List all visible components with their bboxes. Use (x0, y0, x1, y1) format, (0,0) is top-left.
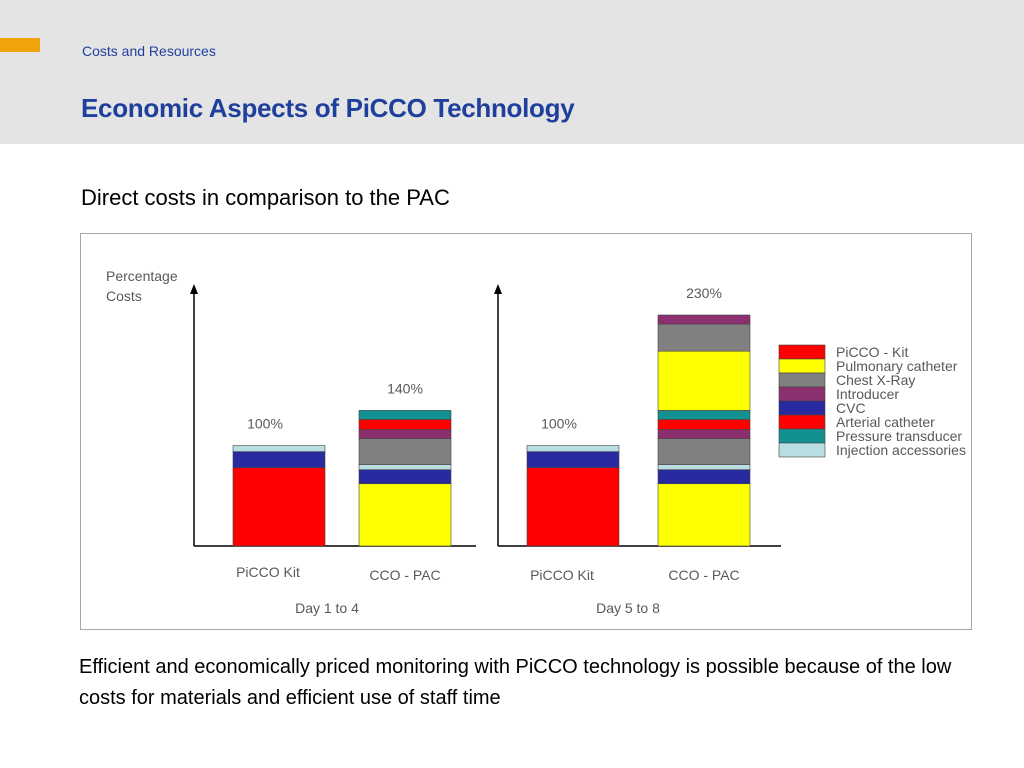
bar-segment (657, 483, 751, 547)
legend-label: CVC (836, 400, 866, 416)
bar-segment (657, 323, 751, 352)
bar-segment (358, 483, 452, 547)
legend-swatch (778, 414, 826, 430)
legend-swatch (778, 358, 826, 374)
legend-label: Introducer (836, 386, 899, 402)
chart-subtitle: Direct costs in comparison to the PAC (81, 185, 450, 210)
bar-segment (526, 467, 620, 547)
bar-segment (657, 464, 751, 470)
bar-segment (657, 410, 751, 420)
legend-label: Pressure transducer (836, 428, 962, 444)
section-label: Costs and Resources (82, 43, 216, 59)
footer-text: Efficient and economically priced monito… (79, 656, 952, 709)
bar-total-label: 140% (387, 380, 423, 396)
header-band: Costs and Resources Economic Aspects of … (0, 0, 1024, 144)
legend-swatch (778, 400, 826, 416)
legend-swatch (778, 386, 826, 402)
bar-segment (657, 419, 751, 430)
legend-swatch (778, 344, 826, 360)
bar-segment (657, 429, 751, 439)
bar-segment (526, 451, 620, 468)
x-tick-label: PiCCO Kit (236, 564, 300, 580)
bar-segment (358, 410, 452, 420)
legend-swatch (778, 442, 826, 458)
legend-swatch (778, 372, 826, 388)
bar-total-label: 230% (686, 285, 722, 301)
bar-segment (232, 451, 326, 468)
x-tick-label: CCO - PAC (369, 567, 440, 583)
y-axis-label: Percentage Costs (106, 268, 178, 304)
bar-segment (657, 469, 751, 485)
y-axis-arrow-icon (190, 284, 198, 294)
bar-segment (358, 438, 452, 465)
x-tick-label: CCO - PAC (668, 567, 739, 583)
stacked-bar-chart: Percentage Costs 100% PiCCO Kit 140% CCO - PA… (106, 268, 966, 616)
bar-segment (232, 467, 326, 547)
bar-segment (657, 314, 751, 325)
legend-label: Chest X-Ray (836, 372, 915, 388)
bar-segment (526, 445, 620, 452)
bar-segment (657, 350, 751, 411)
legend-label: Pulmonary catheter (836, 358, 958, 374)
bar-segment (358, 469, 452, 485)
chart-frame: Percentage Costs 100% PiCCO Kit 140% CCO - PA… (80, 233, 972, 630)
group-label: Day 5 to 8 (596, 600, 660, 616)
bar-segment (657, 438, 751, 465)
bar-segment (358, 429, 452, 439)
bar-total-label: 100% (541, 416, 577, 432)
bar-segment (232, 445, 326, 452)
legend-label: PiCCO - Kit (836, 344, 908, 360)
y-axis-arrow-icon (494, 284, 502, 294)
page-title: Economic Aspects of PiCCO Technology (81, 93, 575, 123)
bar-segment (358, 419, 452, 430)
bar-segment (358, 464, 452, 470)
legend-label: Arterial catheter (836, 414, 935, 430)
x-tick-label: PiCCO Kit (530, 567, 594, 583)
bar-total-label: 100% (247, 416, 283, 432)
group-label: Day 1 to 4 (295, 600, 359, 616)
accent-bar (0, 38, 40, 52)
legend-label: Injection accessories (836, 442, 966, 458)
legend-swatch (778, 428, 826, 444)
